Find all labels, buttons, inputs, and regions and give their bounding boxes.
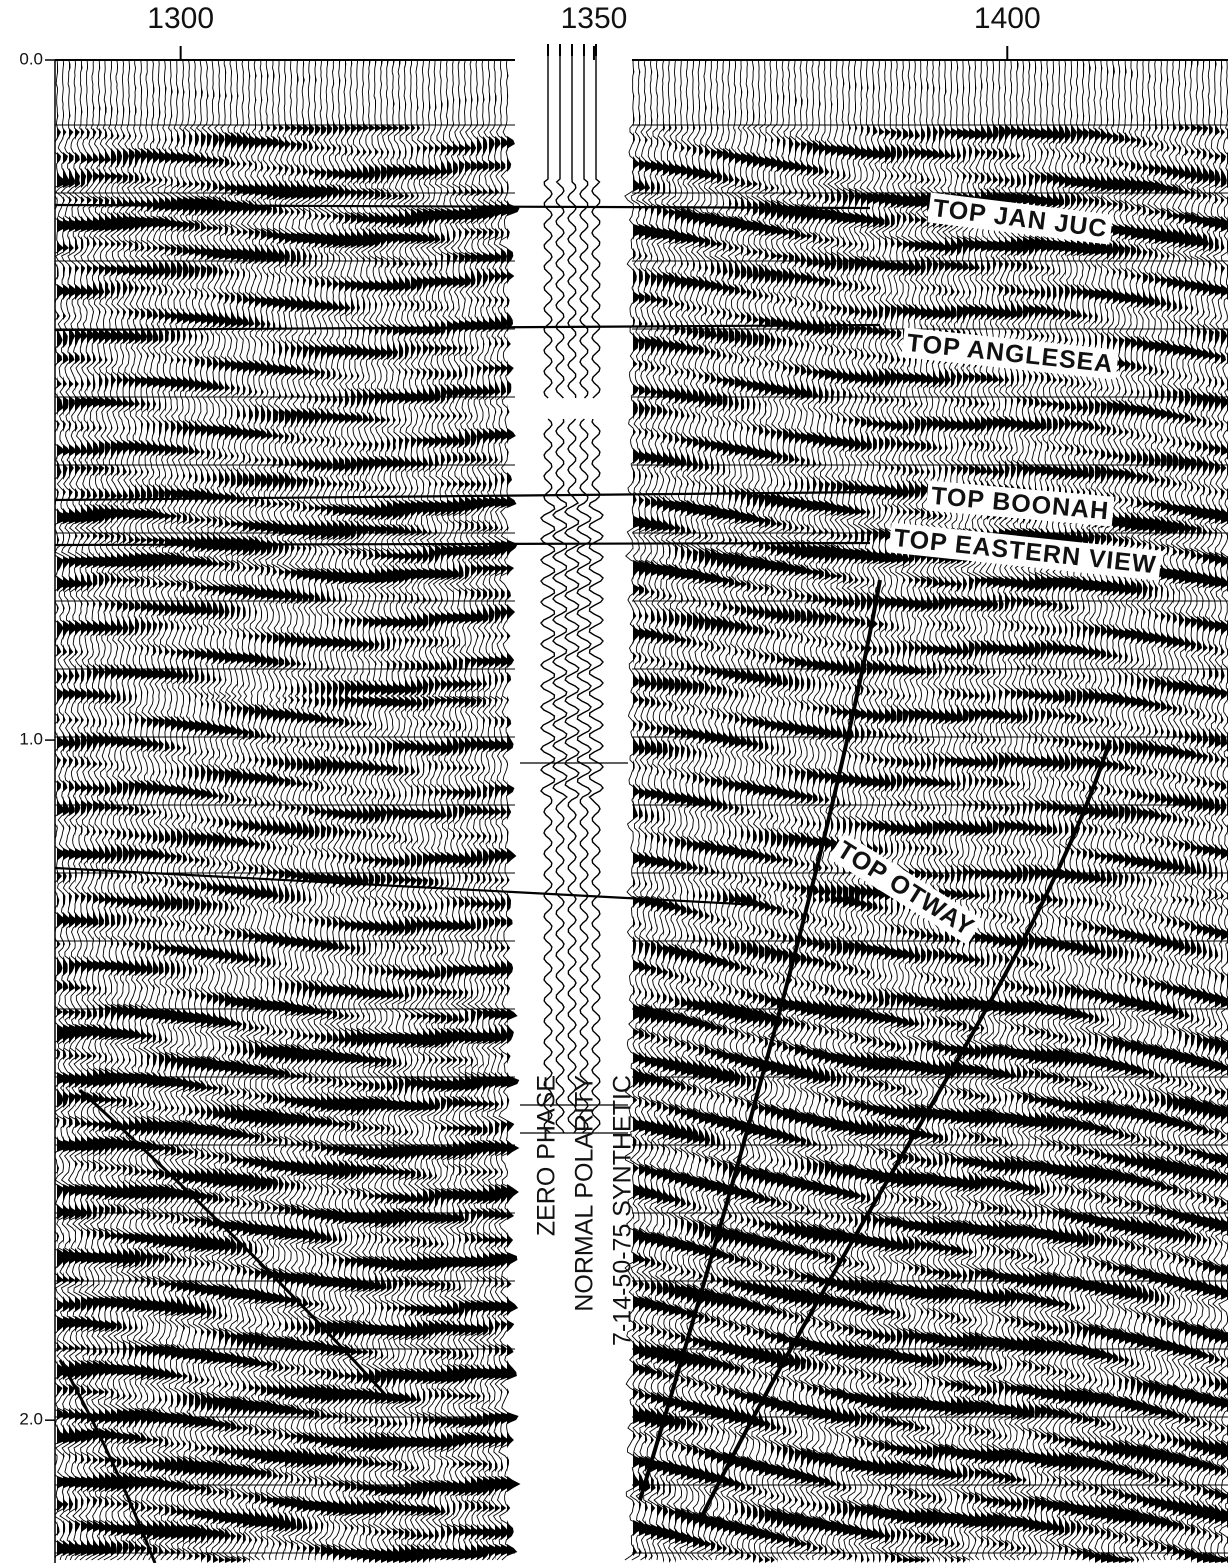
trace — [204, 60, 221, 1560]
seismic-section: TOP JAN JUCTOP ANGLESEATOP BOONAHTOP EAS… — [0, 0, 1228, 1563]
synthetic-trace — [565, 50, 579, 1133]
trace — [450, 60, 467, 1560]
trace — [318, 60, 336, 1560]
x-tick-label: 1300 — [147, 2, 214, 35]
trace — [102, 60, 119, 1560]
synthetic-trace — [541, 50, 555, 1133]
x-tick-label: 1400 — [974, 2, 1041, 35]
trace-fill — [165, 60, 180, 1563]
trace — [744, 60, 761, 1560]
synthetic-label: ZERO PHASE — [533, 1075, 561, 1236]
synthetic-label: 7-14-50-75 SYNTHETIC — [609, 1075, 637, 1346]
trace — [738, 60, 755, 1560]
trace — [169, 60, 185, 1560]
trace — [810, 60, 827, 1560]
trace-fill — [177, 60, 191, 1563]
synthetic-trace — [553, 50, 567, 1133]
synthetic-trace — [577, 50, 591, 1133]
trace — [444, 60, 461, 1560]
trace — [144, 60, 161, 1560]
trace — [996, 60, 1013, 1560]
trace — [91, 60, 108, 1560]
trace-fill — [171, 60, 185, 1563]
trace — [666, 60, 683, 1560]
trace — [834, 60, 851, 1560]
y-tick-label: 2.0 — [19, 1410, 43, 1429]
y-tick-label: 1.0 — [19, 730, 43, 749]
x-tick-label: 1350 — [561, 2, 628, 35]
y-tick-label: 0.0 — [19, 49, 43, 68]
synthetic-label: NORMAL POLARITY — [571, 1075, 599, 1312]
trace — [420, 60, 437, 1560]
synthetic-trace — [589, 50, 603, 1133]
seismic-traces — [48, 60, 1228, 1563]
